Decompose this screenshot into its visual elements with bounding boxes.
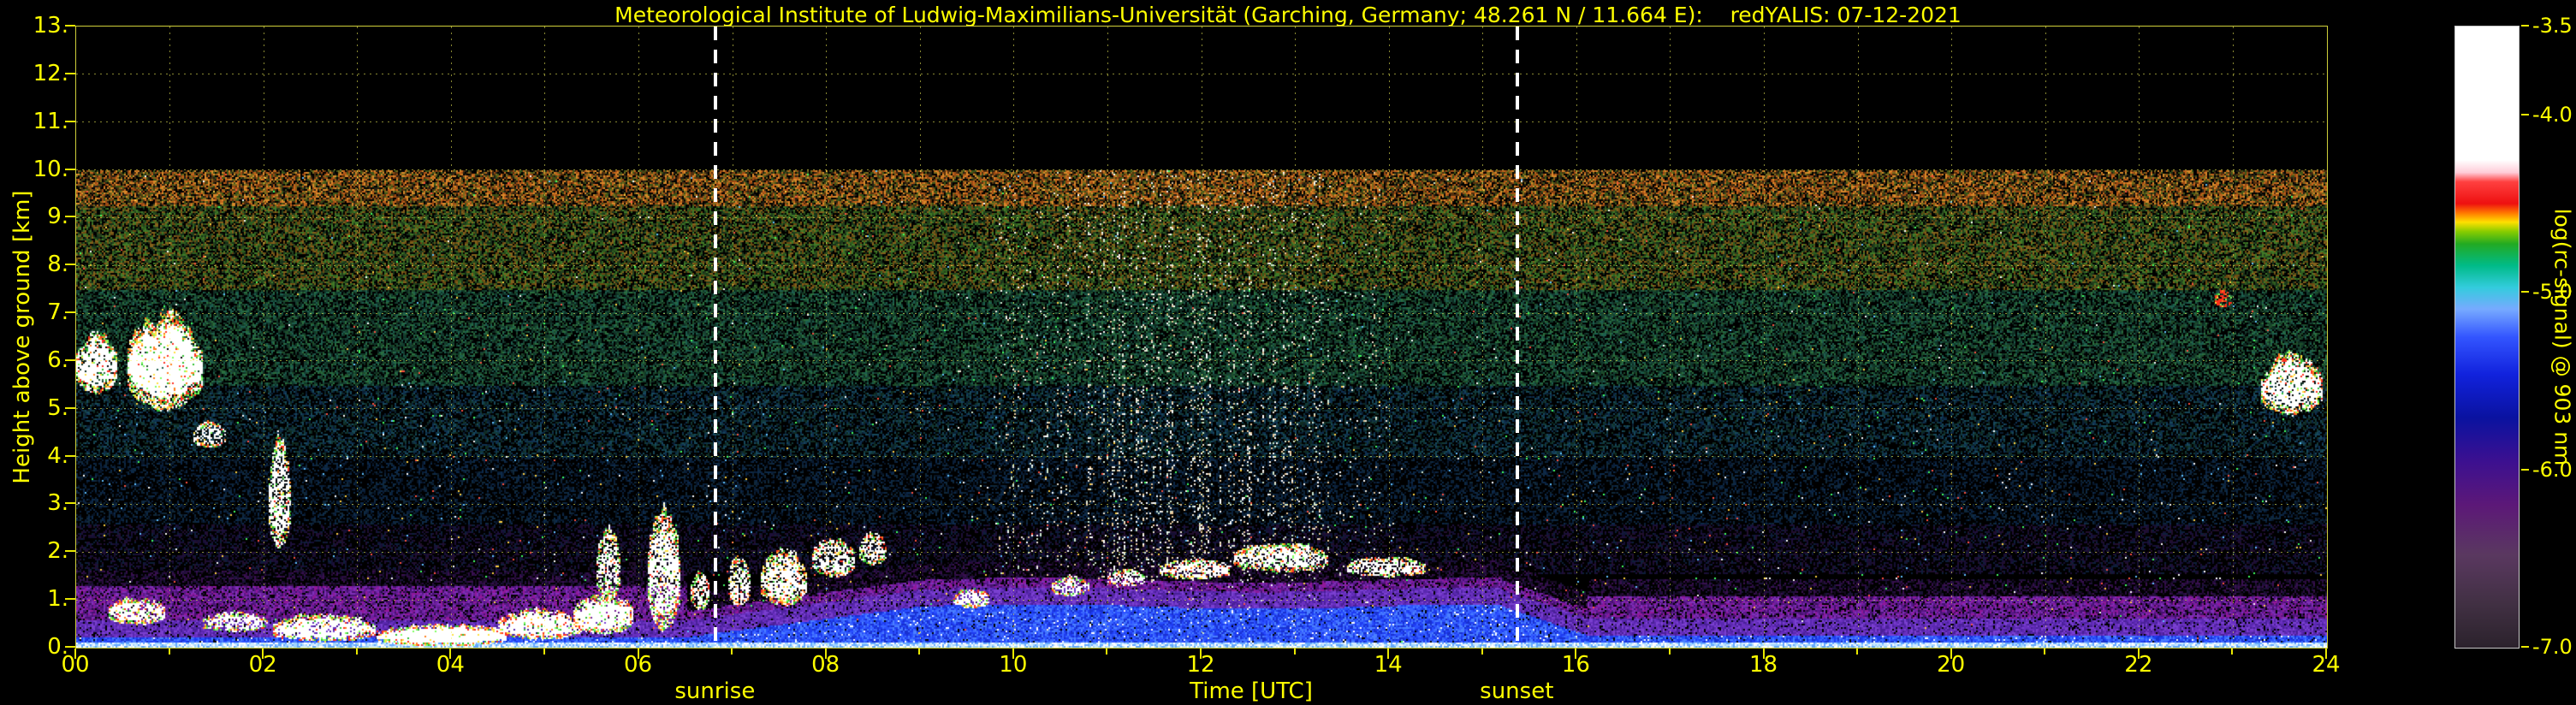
y-tick-label: 5. [47,394,68,421]
colorbar-tick-mark [2521,646,2529,648]
x-tick-mark [74,649,76,659]
x-tick-mark [1575,649,1577,659]
x-minor-tick-mark [543,649,545,655]
x-tick-mark [2325,649,2327,659]
x-minor-tick-mark [1293,649,1296,655]
x-tick-label: 14 [1374,652,1403,678]
x-tick-label: 10 [999,652,1028,678]
y-tick-mark [65,168,75,170]
y-tick-mark [65,216,75,218]
y-axis-title: Height above ground [km] [9,190,35,484]
x-minor-tick-mark [2231,649,2234,655]
x-tick-label: 22 [2124,652,2153,678]
x-minor-tick-mark [1856,649,1859,655]
y-tick-label: 1. [47,586,68,613]
x-tick-mark [262,649,264,659]
sunset-label: sunset [1480,678,1554,704]
colorbar-tick-label: -7.0 [2532,635,2573,659]
y-tick-mark [65,598,75,601]
y-tick-mark [65,311,75,314]
sunrise-label: sunrise [674,678,756,704]
colorbar-tick-mark [2521,113,2529,116]
x-minor-tick-mark [731,649,733,655]
x-tick-mark [1200,649,1202,659]
x-minor-tick-mark [1668,649,1671,655]
y-tick-mark [65,646,75,648]
x-tick-label: 08 [811,652,840,678]
y-tick-label: 0. [47,634,68,660]
x-tick-label: 20 [1937,652,1966,678]
x-tick-mark [637,649,639,659]
x-tick-label: 04 [436,652,465,678]
x-minor-tick-mark [2044,649,2046,655]
y-tick-mark [65,120,75,122]
x-tick-mark [824,649,827,659]
sunset-marker-line [1516,27,1520,648]
y-tick-mark [65,502,75,505]
x-tick-label: 16 [1561,652,1590,678]
heatmap-canvas [76,27,2327,648]
y-tick-label: 8. [47,252,68,278]
colorbar-tick-mark [2521,468,2529,471]
colorbar-tick-mark [2521,291,2529,293]
y-tick-label: 13. [33,13,68,39]
y-tick-mark [65,454,75,457]
colorbar-tick-label: -5.0 [2532,280,2573,305]
x-tick-mark [1950,649,1952,659]
y-tick-mark [65,406,75,409]
x-minor-tick-mark [1106,649,1108,655]
x-axis-title: Time [UTC] [1190,678,1313,704]
figure-title: Meteorological Institute of Ludwig-Maxim… [614,3,1962,27]
x-tick-mark [2137,649,2140,659]
y-tick-mark [65,25,75,27]
y-tick-label: 7. [47,299,68,326]
x-tick-label: 00 [61,652,90,678]
y-tick-label: 3. [47,490,68,517]
x-tick-label: 02 [248,652,277,678]
y-tick-label: 2. [47,538,68,565]
x-tick-mark [1387,649,1390,659]
x-minor-tick-mark [168,649,170,655]
x-tick-mark [449,649,452,659]
colorbar-title: log(rc-signal) @ 903 nm [2549,208,2575,466]
colorbar-tick-mark [2521,25,2529,27]
y-tick-label: 4. [47,442,68,469]
x-tick-label: 12 [1186,652,1215,678]
colorbar-tick-label: -4.0 [2532,102,2573,127]
colorbar-tick-label: -3.5 [2532,14,2573,38]
y-tick-label: 11. [33,108,68,134]
y-tick-label: 6. [47,347,68,373]
x-minor-tick-mark [918,649,921,655]
x-minor-tick-mark [355,649,358,655]
x-tick-mark [1012,649,1014,659]
x-tick-label: 18 [1748,652,1778,678]
x-minor-tick-mark [1481,649,1483,655]
colorbar-tick-label: -6.0 [2532,457,2573,482]
plot-area [75,26,2328,649]
x-tick-label: 24 [2312,652,2341,678]
y-tick-label: 9. [47,204,68,230]
x-tick-mark [1762,649,1765,659]
y-tick-mark [65,72,75,74]
y-tick-mark [65,264,75,266]
colorbar [2454,26,2520,649]
y-tick-label: 10. [33,156,68,182]
y-tick-mark [65,358,75,361]
y-tick-mark [65,550,75,553]
sunrise-marker-line [714,27,718,648]
x-tick-label: 06 [623,652,653,678]
y-tick-label: 12. [33,60,68,86]
